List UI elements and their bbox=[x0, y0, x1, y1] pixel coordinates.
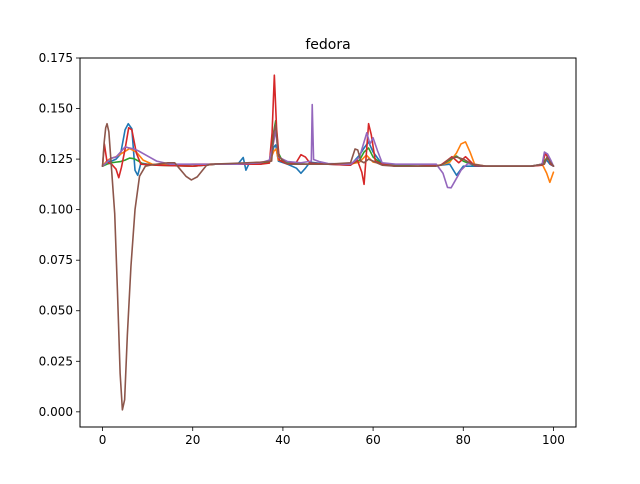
x-tick-label: 100 bbox=[542, 433, 565, 447]
axes-frame bbox=[79, 57, 577, 428]
y-tick-label: 0.050 bbox=[39, 304, 73, 318]
x-tick-label: 40 bbox=[275, 433, 290, 447]
y-tick-label: 0.150 bbox=[39, 102, 73, 116]
y-axis-ticks: 0.000 0.025 0.050 0.075 0.100 0.125 0.150 0.175 bbox=[39, 51, 80, 419]
x-tick-label: 80 bbox=[456, 433, 471, 447]
x-tick-label: 20 bbox=[185, 433, 200, 447]
y-tick-label: 0.175 bbox=[39, 51, 73, 65]
y-tick-label: 0.100 bbox=[39, 203, 73, 217]
series-line-6 bbox=[101, 122, 555, 411]
x-tick-label: 60 bbox=[365, 433, 380, 447]
y-tick-label: 0.025 bbox=[39, 354, 73, 368]
y-tick-label: 0.125 bbox=[39, 152, 73, 166]
chart-title: fedora bbox=[305, 37, 350, 53]
plot-lines bbox=[101, 74, 555, 411]
y-tick-label: 0.075 bbox=[39, 253, 73, 267]
series-line-5 bbox=[101, 103, 555, 189]
x-axis-ticks: 0 20 40 60 80 100 bbox=[99, 427, 565, 447]
x-tick-label: 0 bbox=[99, 433, 107, 447]
y-tick-label: 0.000 bbox=[39, 405, 73, 419]
